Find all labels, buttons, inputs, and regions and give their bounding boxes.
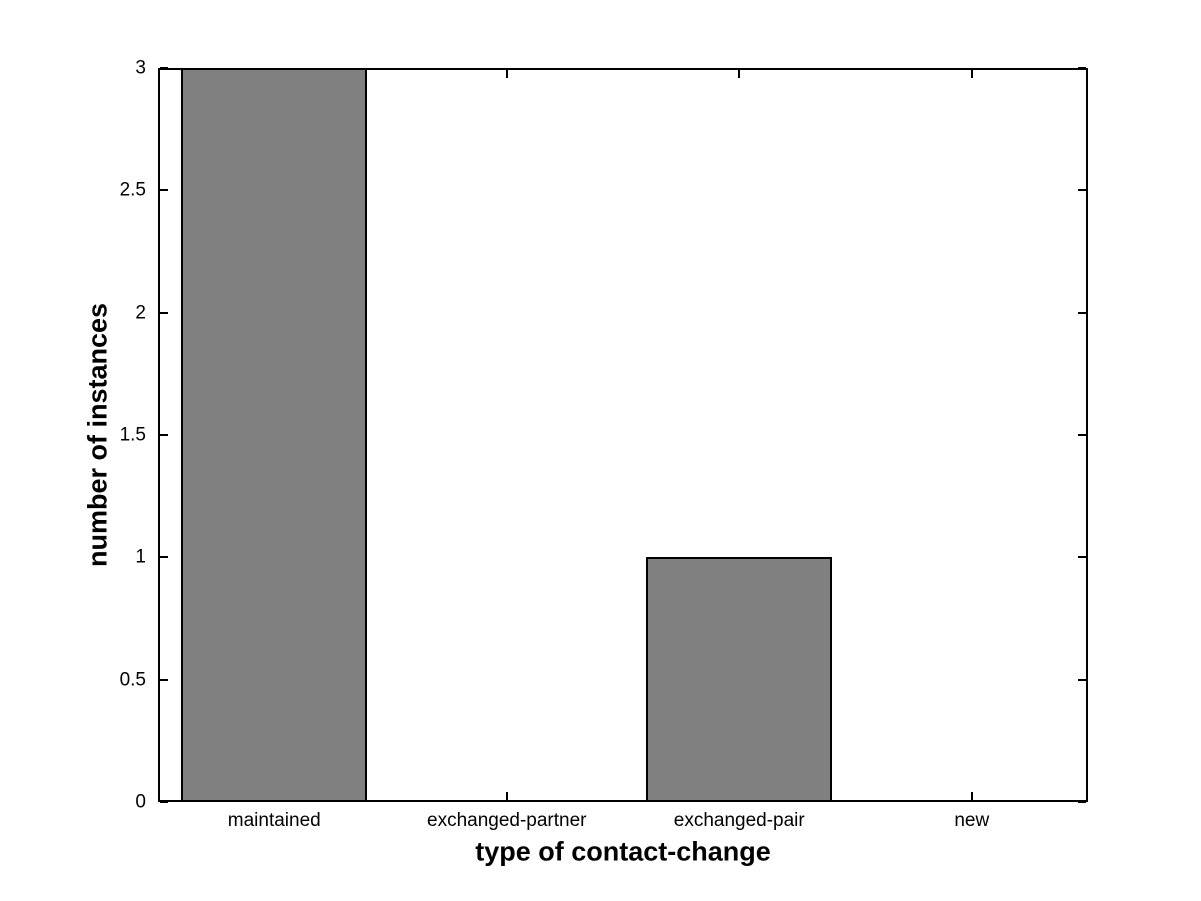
y-tick-mark — [160, 434, 168, 436]
y-tick-mark — [1078, 311, 1086, 314]
bar-exchanged-pair — [646, 557, 833, 802]
y-tick-mark — [1078, 189, 1086, 192]
y-tick-label: 0 — [135, 791, 146, 813]
y-tick-mark — [1078, 434, 1086, 436]
y-tick-label: 2.5 — [119, 179, 146, 201]
x-tick-label-exchanged-partner: exchanged-partner — [427, 810, 587, 831]
plot-area — [158, 67, 1088, 803]
x-tick-mark — [505, 792, 508, 800]
y-axis-label: number of instances — [82, 302, 113, 568]
x-tick-mark — [738, 70, 741, 78]
x-tick-mark — [505, 70, 508, 78]
x-tick-mark — [970, 792, 973, 800]
y-tick-mark — [160, 67, 168, 69]
y-tick-mark — [1078, 556, 1086, 559]
x-tick-mark — [970, 70, 973, 78]
y-tick-label: 1 — [135, 546, 146, 568]
y-tick-mark — [1078, 67, 1086, 69]
y-tick-mark — [160, 189, 168, 192]
x-tick-label-new: new — [954, 810, 990, 831]
y-tick-mark — [160, 801, 168, 803]
y-tick-label: 2 — [135, 302, 146, 324]
bar-maintained — [181, 68, 368, 802]
y-tick-label: 0.5 — [119, 669, 146, 691]
y-tick-mark — [1078, 801, 1086, 803]
y-tick-mark — [1078, 678, 1086, 681]
y-tick-label: 1.5 — [119, 424, 146, 446]
x-tick-label-maintained: maintained — [227, 810, 321, 831]
y-tick-mark — [160, 556, 168, 559]
y-tick-label: 3 — [135, 57, 146, 79]
x-axis-label: type of contact-change — [475, 836, 771, 867]
y-tick-mark — [160, 678, 168, 681]
y-tick-mark — [160, 311, 168, 314]
x-tick-label-exchanged-pair: exchanged-pair — [673, 810, 805, 831]
